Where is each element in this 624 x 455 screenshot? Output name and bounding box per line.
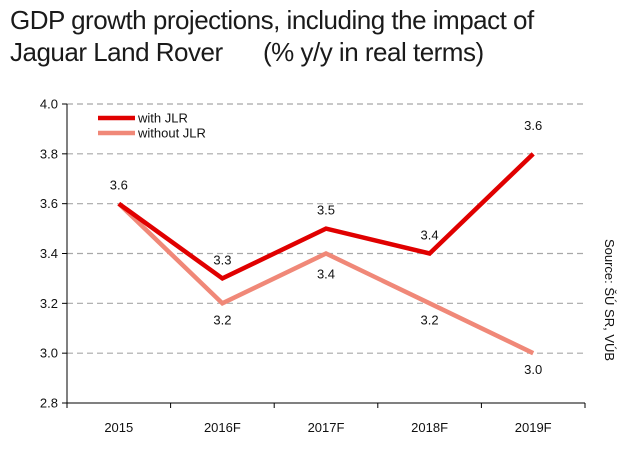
y-tick-label: 3.4 [40,246,58,261]
y-tick-label: 3.8 [40,146,58,161]
data-label: 3.3 [213,252,231,267]
x-tick-label: 2015 [104,420,133,435]
data-label: 3.2 [421,312,439,327]
y-tick-label: 4.0 [40,97,58,112]
data-label: 3.2 [213,312,231,327]
source-note: Source: ŠÚ SR, VÚB [602,239,617,361]
data-label: 3.4 [317,267,335,282]
chart-title-line-2: Jaguar Land Rover (% y/y in real terms) [10,37,484,67]
gridlines [67,103,585,354]
data-label: 3.0 [524,362,542,377]
y-tick-label: 3.6 [40,196,58,211]
x-tick-label: 2016F [204,420,241,435]
data-labels: 3.6 3.3 3.5 3.4 3.6 3.2 3.4 3.2 3.0 [110,118,542,377]
data-label: 3.6 [524,118,542,133]
y-tick-label: 2.8 [40,396,58,411]
data-label: 3.5 [317,203,335,218]
legend-label: with JLR [137,111,188,126]
x-tick-label: 2017F [308,420,345,435]
chart-title-line-1: GDP growth projections, including the im… [10,5,534,35]
series-lines [117,152,535,356]
chart-title: GDP growth projections, including the im… [10,4,610,68]
x-tick-label: 2018F [411,420,448,435]
y-tick-label: 3.2 [40,296,58,311]
legend-label: without JLR [137,126,206,141]
axes: 2.8 3.0 3.2 3.4 3.6 3.8 4.0 2015 2016F 2017F 2018F… [40,97,586,435]
y-tick-label: 3.0 [40,346,58,361]
x-tick-label: 2019F [515,420,552,435]
data-label: 3.6 [110,178,128,193]
data-label: 3.4 [421,228,439,243]
